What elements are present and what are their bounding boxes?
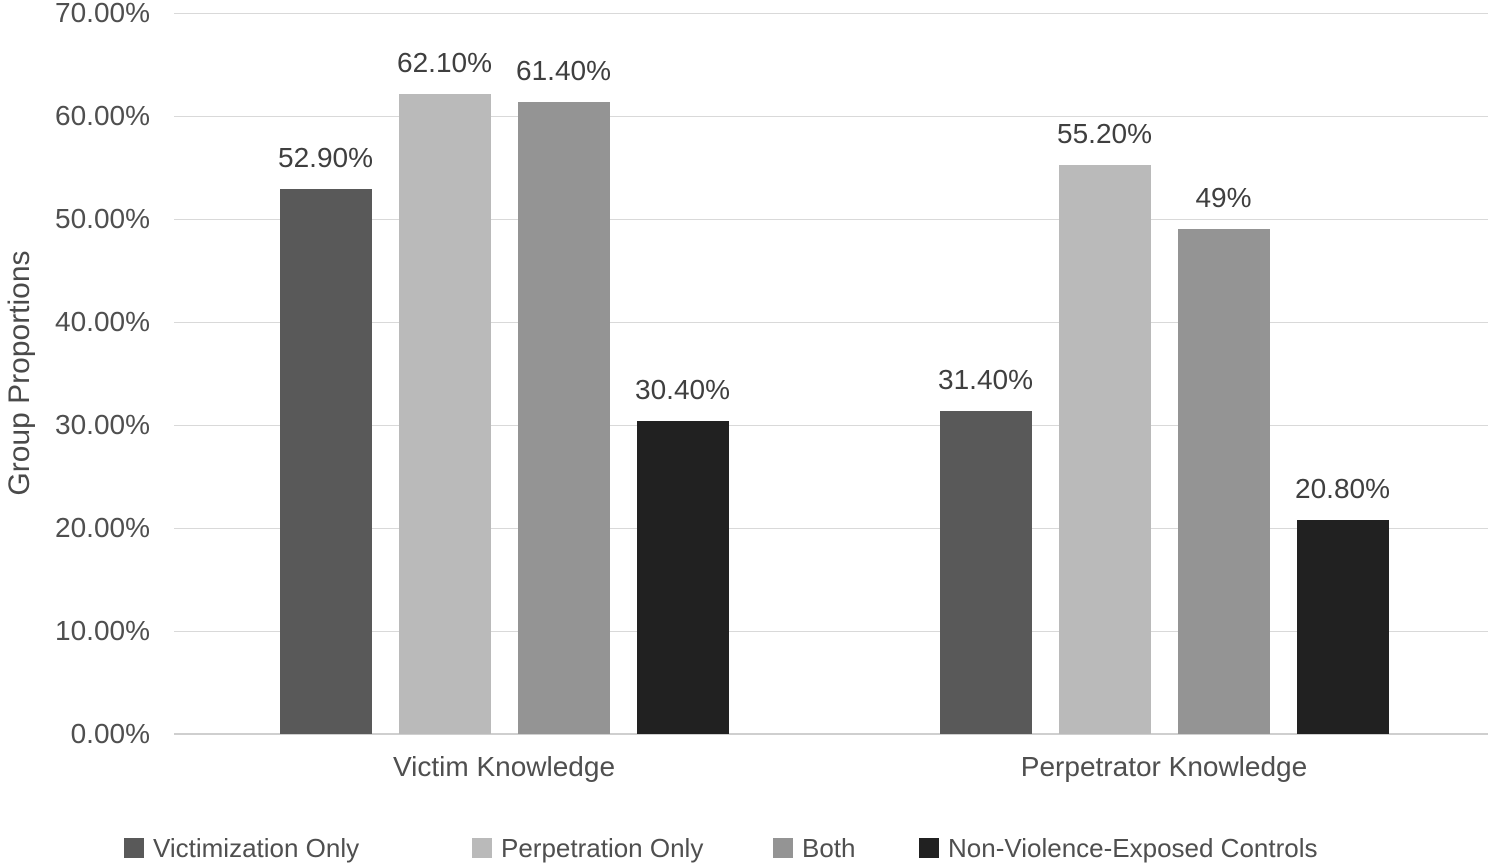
data-label: 49% <box>1195 182 1252 214</box>
bar-both <box>1177 229 1270 734</box>
category-label: Perpetrator Knowledge <box>1020 751 1308 782</box>
legend-swatch <box>472 838 492 858</box>
data-label: 31.40% <box>938 363 1033 395</box>
legend-swatch <box>773 838 793 858</box>
y-axis-tick-label: 50.00% <box>55 203 150 234</box>
gridline <box>174 321 1488 323</box>
data-label: 20.80% <box>1295 472 1390 504</box>
y-axis-tick-label: 40.00% <box>55 306 150 337</box>
data-label: 62.10% <box>397 47 492 79</box>
bar-perpetration-only <box>398 94 491 734</box>
gridline <box>174 630 1488 632</box>
gridline <box>174 115 1488 117</box>
gridline <box>174 12 1488 14</box>
y-axis-tick-label: 60.00% <box>55 100 150 131</box>
data-label: 30.40% <box>635 373 730 405</box>
bar-non-violence-exposed-controls <box>1296 519 1389 734</box>
y-axis-tick-label: 20.00% <box>55 512 150 543</box>
bar-victimization-only <box>279 189 372 734</box>
y-axis-tick-label: 30.00% <box>55 409 150 440</box>
data-label: 52.90% <box>278 142 373 174</box>
category-label: Victim Knowledge <box>392 751 616 782</box>
gridline <box>174 424 1488 426</box>
x-axis-line <box>174 733 1488 735</box>
bar-both <box>517 101 610 734</box>
legend-item: Non-Violence-Exposed Controls <box>919 833 1318 863</box>
data-label: 61.40% <box>516 54 611 86</box>
legend-swatch <box>124 838 144 858</box>
y-axis-tick-label: 10.00% <box>55 615 150 646</box>
bar-perpetration-only <box>1058 165 1151 734</box>
legend-item: Perpetration Only <box>472 833 703 863</box>
legend-label: Both <box>802 832 856 863</box>
data-label: 55.20% <box>1057 118 1152 150</box>
gridline <box>174 218 1488 220</box>
legend-item: Victimization Only <box>124 833 359 863</box>
y-axis-tick-label: 0.00% <box>70 718 150 749</box>
bar-victimization-only <box>939 410 1032 734</box>
gridline <box>174 527 1488 529</box>
y-axis-title: Group Proportions <box>3 250 36 496</box>
legend-swatch <box>919 838 939 858</box>
y-axis-tick-label: 70.00% <box>55 0 150 28</box>
legend-label: Victimization Only <box>153 832 360 863</box>
legend-label: Non-Violence-Exposed Controls <box>948 832 1318 863</box>
bar-non-violence-exposed-controls <box>636 420 729 734</box>
legend-item: Both <box>773 833 856 863</box>
legend-label: Perpetration Only <box>501 832 704 863</box>
